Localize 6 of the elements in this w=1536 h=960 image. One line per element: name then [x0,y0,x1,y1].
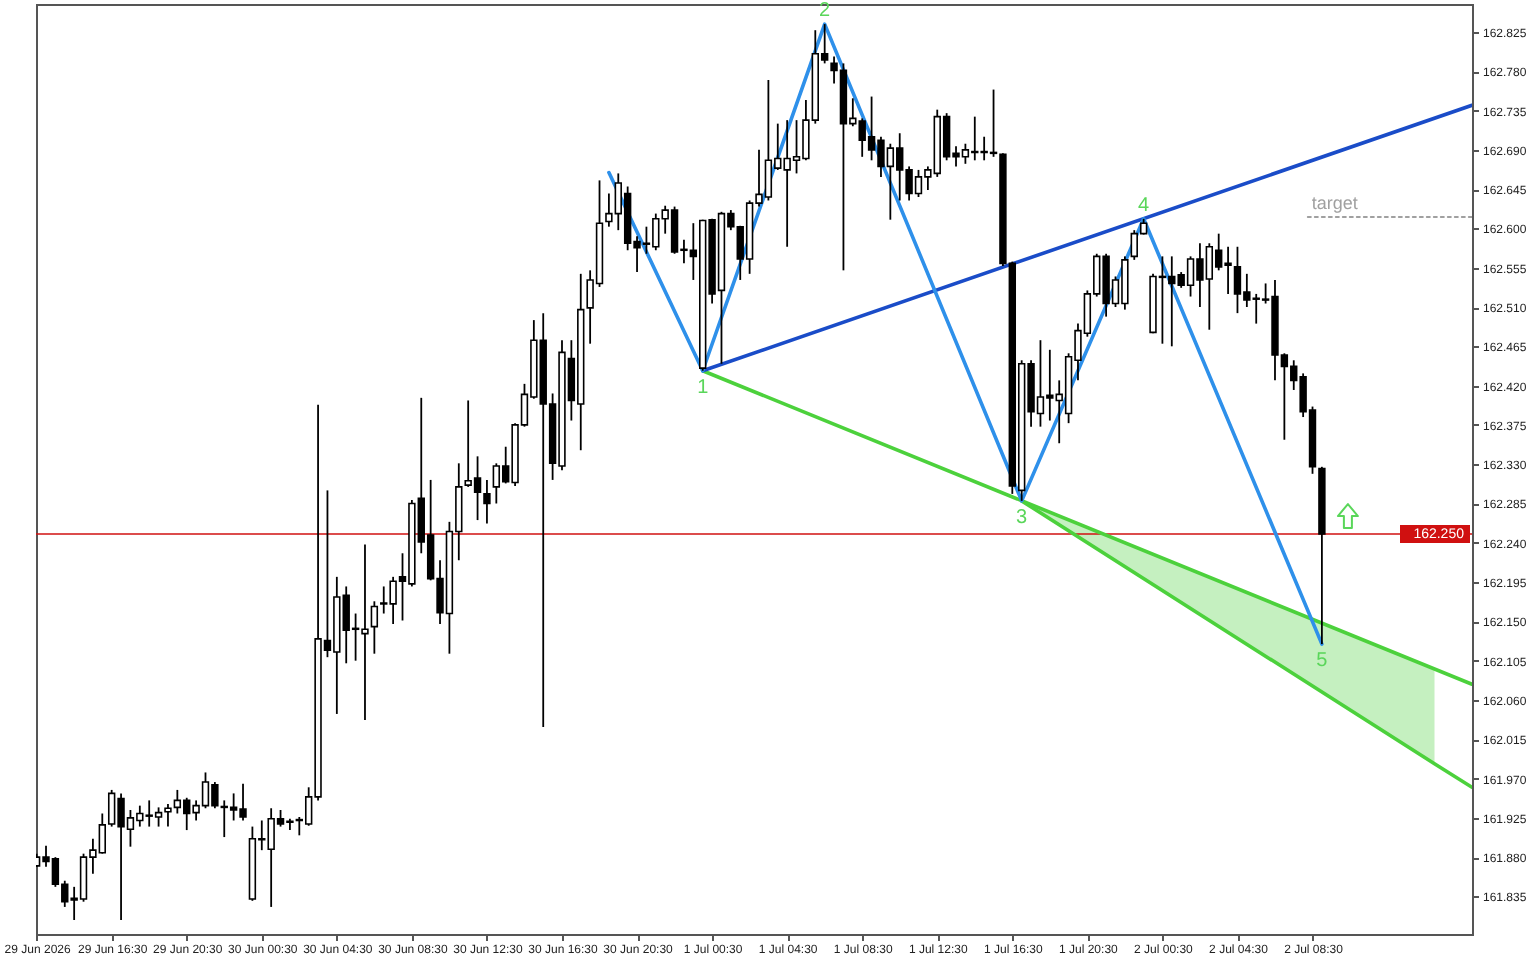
annotation: 4 [1138,194,1151,217]
annotation: 1 [697,376,710,399]
series-label: target [1311,193,1359,214]
annotation: 5 [1316,650,1329,673]
annotation: 3 [1016,506,1029,529]
annotation: 2 [819,0,832,23]
